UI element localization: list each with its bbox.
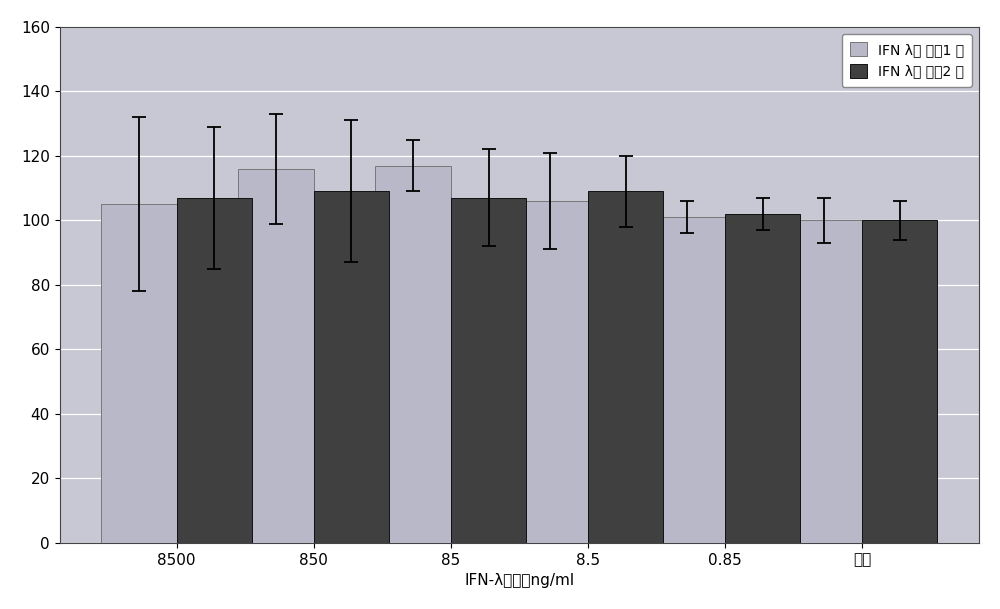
Bar bbox=[177, 198, 252, 543]
Bar bbox=[725, 214, 800, 543]
Bar bbox=[862, 220, 937, 543]
Legend: IFN λ（ 副本1 ）, IFN λ（ 副本2 ）: IFN λ（ 副本1 ）, IFN λ（ 副本2 ） bbox=[842, 33, 972, 87]
Bar bbox=[787, 220, 862, 543]
X-axis label: IFN-λ浓度，ng/ml: IFN-λ浓度，ng/ml bbox=[464, 573, 574, 588]
Bar bbox=[451, 198, 526, 543]
Bar bbox=[650, 217, 725, 543]
Bar bbox=[588, 191, 663, 543]
Bar bbox=[238, 169, 314, 543]
Bar bbox=[375, 166, 451, 543]
Bar bbox=[314, 191, 389, 543]
Bar bbox=[513, 201, 588, 543]
Bar bbox=[101, 204, 177, 543]
